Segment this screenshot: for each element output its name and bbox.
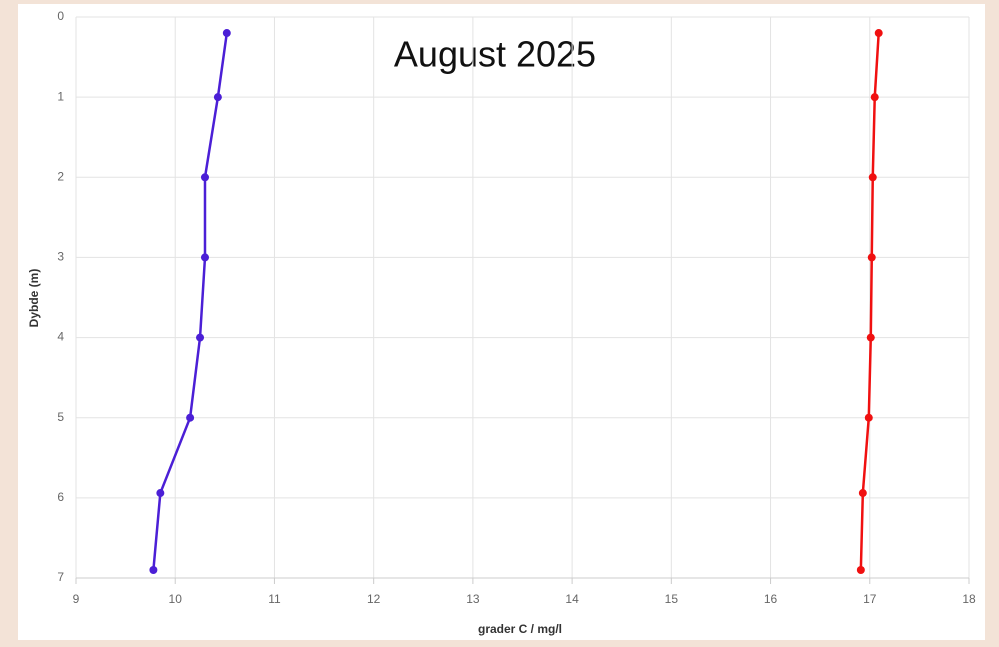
x-tick-label: 17 xyxy=(863,592,877,606)
data-point xyxy=(864,413,873,422)
data-point xyxy=(213,93,222,102)
y-tick-label: 3 xyxy=(57,250,64,264)
data-point xyxy=(186,413,195,422)
y-tick-label: 7 xyxy=(57,570,64,584)
data-point xyxy=(200,253,209,262)
x-tick-label: 9 xyxy=(73,592,80,606)
x-tick-label: 14 xyxy=(565,592,579,606)
series-line xyxy=(152,32,229,571)
y-tick-label: 5 xyxy=(57,410,64,424)
data-point xyxy=(868,173,877,182)
x-tick-label: 10 xyxy=(169,592,183,606)
y-tick-label: 2 xyxy=(57,169,64,183)
x-tick-label: 16 xyxy=(764,592,778,606)
series-line xyxy=(859,32,880,571)
data-point xyxy=(874,29,883,38)
data-point xyxy=(149,565,158,574)
x-tick-label: 15 xyxy=(665,592,679,606)
chart-title: August 2025 xyxy=(394,34,596,75)
x-tick-label: 13 xyxy=(466,592,480,606)
data-point xyxy=(866,333,875,342)
data-point xyxy=(200,173,209,182)
data-point xyxy=(856,565,865,574)
data-point xyxy=(867,253,876,262)
x-axis-label: grader C / mg/l xyxy=(478,622,562,636)
data-point xyxy=(222,29,231,38)
x-tick-label: 12 xyxy=(367,592,381,606)
y-tick-label: 1 xyxy=(57,89,64,103)
x-tick-label: 18 xyxy=(962,592,976,606)
y-tick-label: 0 xyxy=(57,9,64,23)
y-axis-label: Dybde (m) xyxy=(27,269,41,328)
data-point xyxy=(156,489,165,498)
data-point xyxy=(196,333,205,342)
x-tick-label: 11 xyxy=(268,592,281,606)
data-point xyxy=(858,489,867,498)
data-point xyxy=(870,93,879,102)
panel xyxy=(18,4,985,640)
y-tick-label: 6 xyxy=(57,490,64,504)
y-tick-label: 4 xyxy=(57,330,64,344)
